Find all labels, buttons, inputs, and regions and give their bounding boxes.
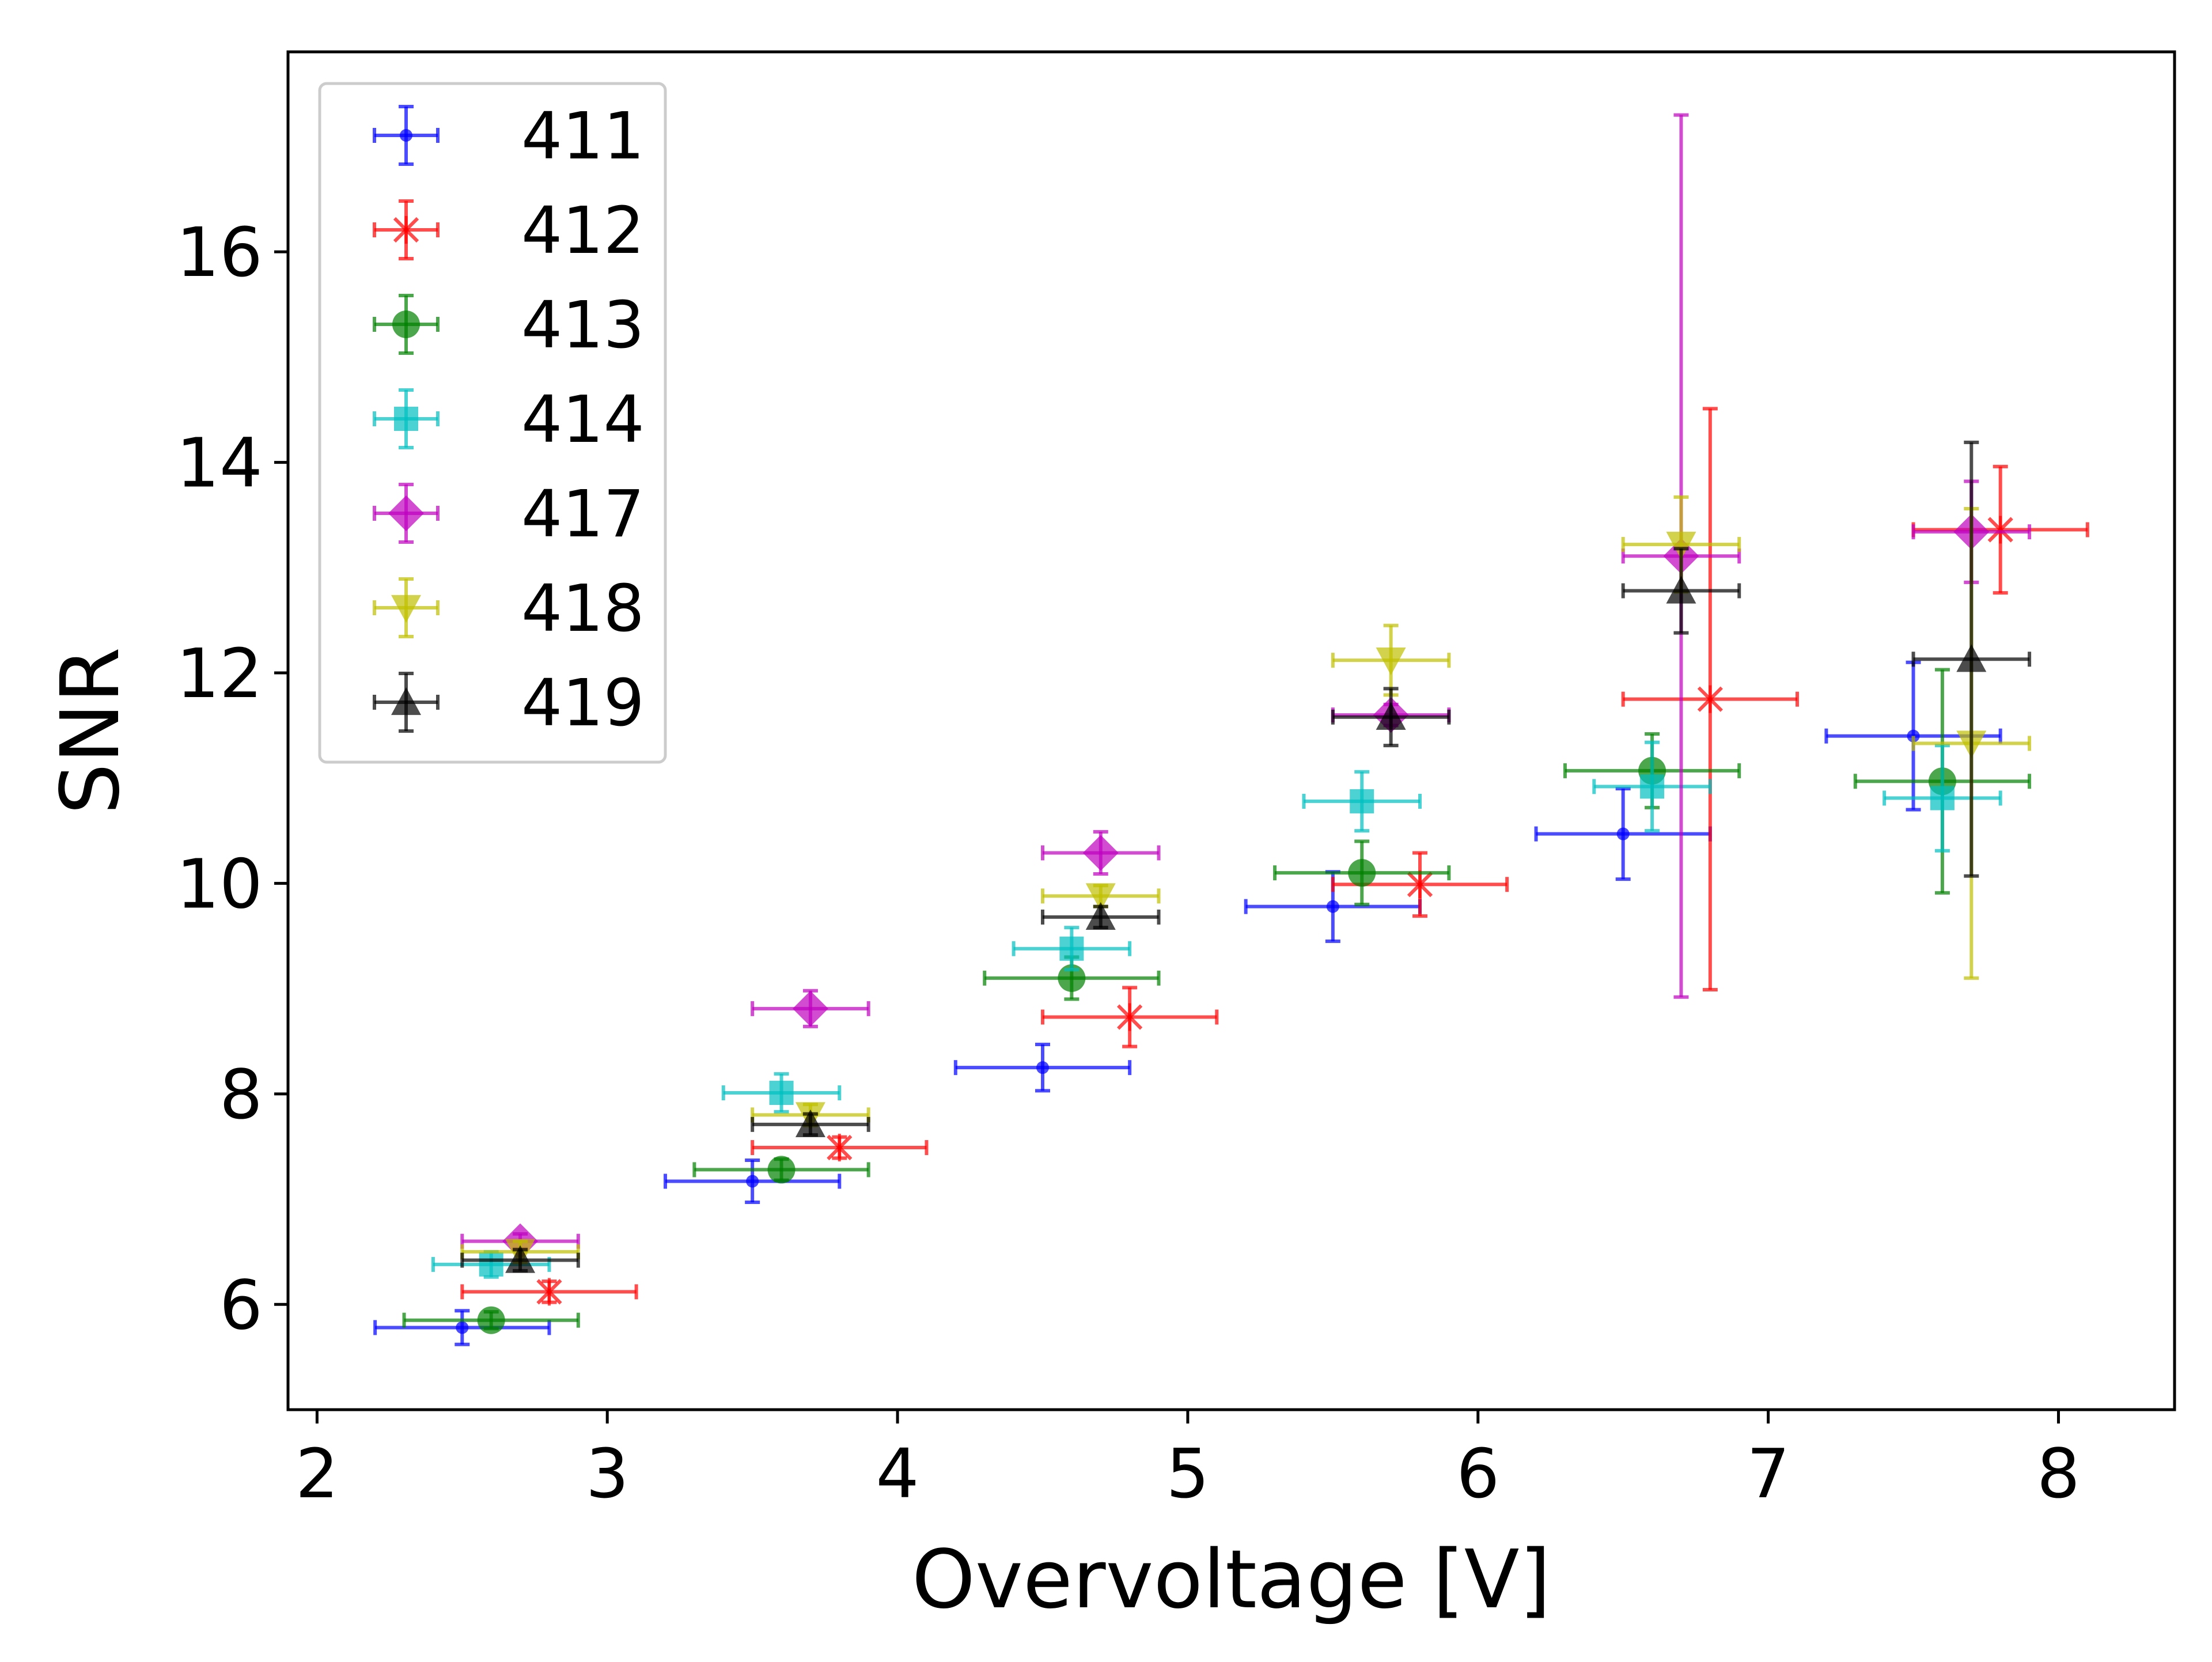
data-point [953,1042,1132,1093]
marker-square [479,1252,503,1277]
marker-point [456,1321,469,1334]
data-point [1302,770,1422,833]
series-layer [373,113,2089,1346]
data-point [1621,547,1741,635]
marker-square [1640,774,1665,799]
legend-label: 412 [521,194,645,268]
legend-entry: 414 [373,383,645,457]
data-point [1041,902,1161,930]
series-414 [431,740,2002,1279]
y-tick-label: 8 [219,1055,263,1134]
x-axis-label: Overvoltage [V] [912,1533,1551,1627]
data-point [1331,623,1451,697]
marker-point [1616,827,1630,841]
marker-triangle-up [1956,644,1987,672]
data-point [1911,440,2032,878]
legend-entry: 418 [373,571,645,646]
legend-label: 418 [521,571,645,646]
x-tick-label: 8 [2037,1434,2080,1513]
x-tick-label: 3 [586,1434,629,1513]
marker-square [1350,789,1374,813]
marker-point [400,129,412,142]
data-point [751,989,870,1028]
y-tick-label: 16 [176,213,263,292]
data-point [373,1309,551,1346]
marker-triangle-up [1376,702,1406,730]
data-point [692,1156,870,1184]
legend-entry: 419 [373,666,645,741]
axis-ticks: 2 3 4 5 6 7 8 6 8 10 12 14 16 [176,213,2080,1513]
data-point [751,1134,929,1162]
marker-circle [477,1306,505,1334]
data-point [1041,986,1219,1048]
data-point [1592,740,1712,833]
marker-triangle-up [391,687,421,715]
legend-label: 411 [521,99,645,174]
data-point [721,1072,842,1114]
y-tick-label: 12 [176,634,263,713]
legend-entry: 417 [373,477,645,552]
data-point [460,1245,580,1273]
marker-triangle-down [1085,883,1116,911]
legend-label: 414 [521,383,645,457]
marker-point [746,1175,759,1188]
series-413 [402,668,2032,1334]
y-tick-label: 14 [176,423,263,503]
series-411 [373,660,2002,1346]
y-axis-label: SNR [44,647,138,815]
x-tick-label: 2 [296,1434,339,1513]
legend: 411 412 413 414 417 418 419 [318,82,667,764]
series-419 [460,440,2032,1273]
x-tick-label: 6 [1456,1434,1499,1513]
legend-label: 413 [521,288,645,363]
data-point [1883,744,2002,853]
marker-square [1930,786,1955,811]
marker-triangle-down [1376,647,1406,676]
data-point [460,1278,638,1306]
marker-triangle-down [391,595,421,623]
data-point [1273,839,1451,906]
data-point [1041,830,1161,876]
marker-triangle-up [1085,902,1116,930]
marker-point [1326,900,1339,913]
legend-label: 417 [521,477,645,552]
plot-area-frame [286,50,2176,1411]
marker-triangle-up [1666,576,1696,604]
data-point [402,1306,580,1334]
legend-entry: 411 [373,99,645,174]
legend-entry: 412 [373,194,645,268]
x-tick-label: 5 [1166,1434,1209,1513]
legend-label: 419 [521,666,645,741]
x-tick-label: 4 [876,1434,919,1513]
marker-diamond [388,495,424,531]
data-point [1012,926,1132,972]
marker-square [394,407,418,431]
marker-circle [1348,859,1376,887]
data-point [1331,687,1451,748]
marker-point [1036,1061,1049,1074]
y-tick-label: 10 [176,844,263,923]
marker-circle [767,1156,796,1184]
y-tick-label: 6 [219,1265,263,1345]
data-point [1621,407,1799,991]
marker-circle [392,311,420,338]
data-point [664,1158,842,1205]
x-tick-label: 7 [1747,1434,1790,1513]
legend-entry: 413 [373,288,645,363]
series-412 [460,407,2089,1306]
marker-square [769,1081,794,1106]
marker-triangle-up [795,1109,825,1137]
marker-square [1059,936,1084,961]
marker-triangle-up [505,1245,536,1273]
marker-diamond [1082,835,1119,871]
marker-diamond [792,990,828,1027]
data-point [751,1109,870,1137]
marker-triangle-down [1666,531,1696,560]
